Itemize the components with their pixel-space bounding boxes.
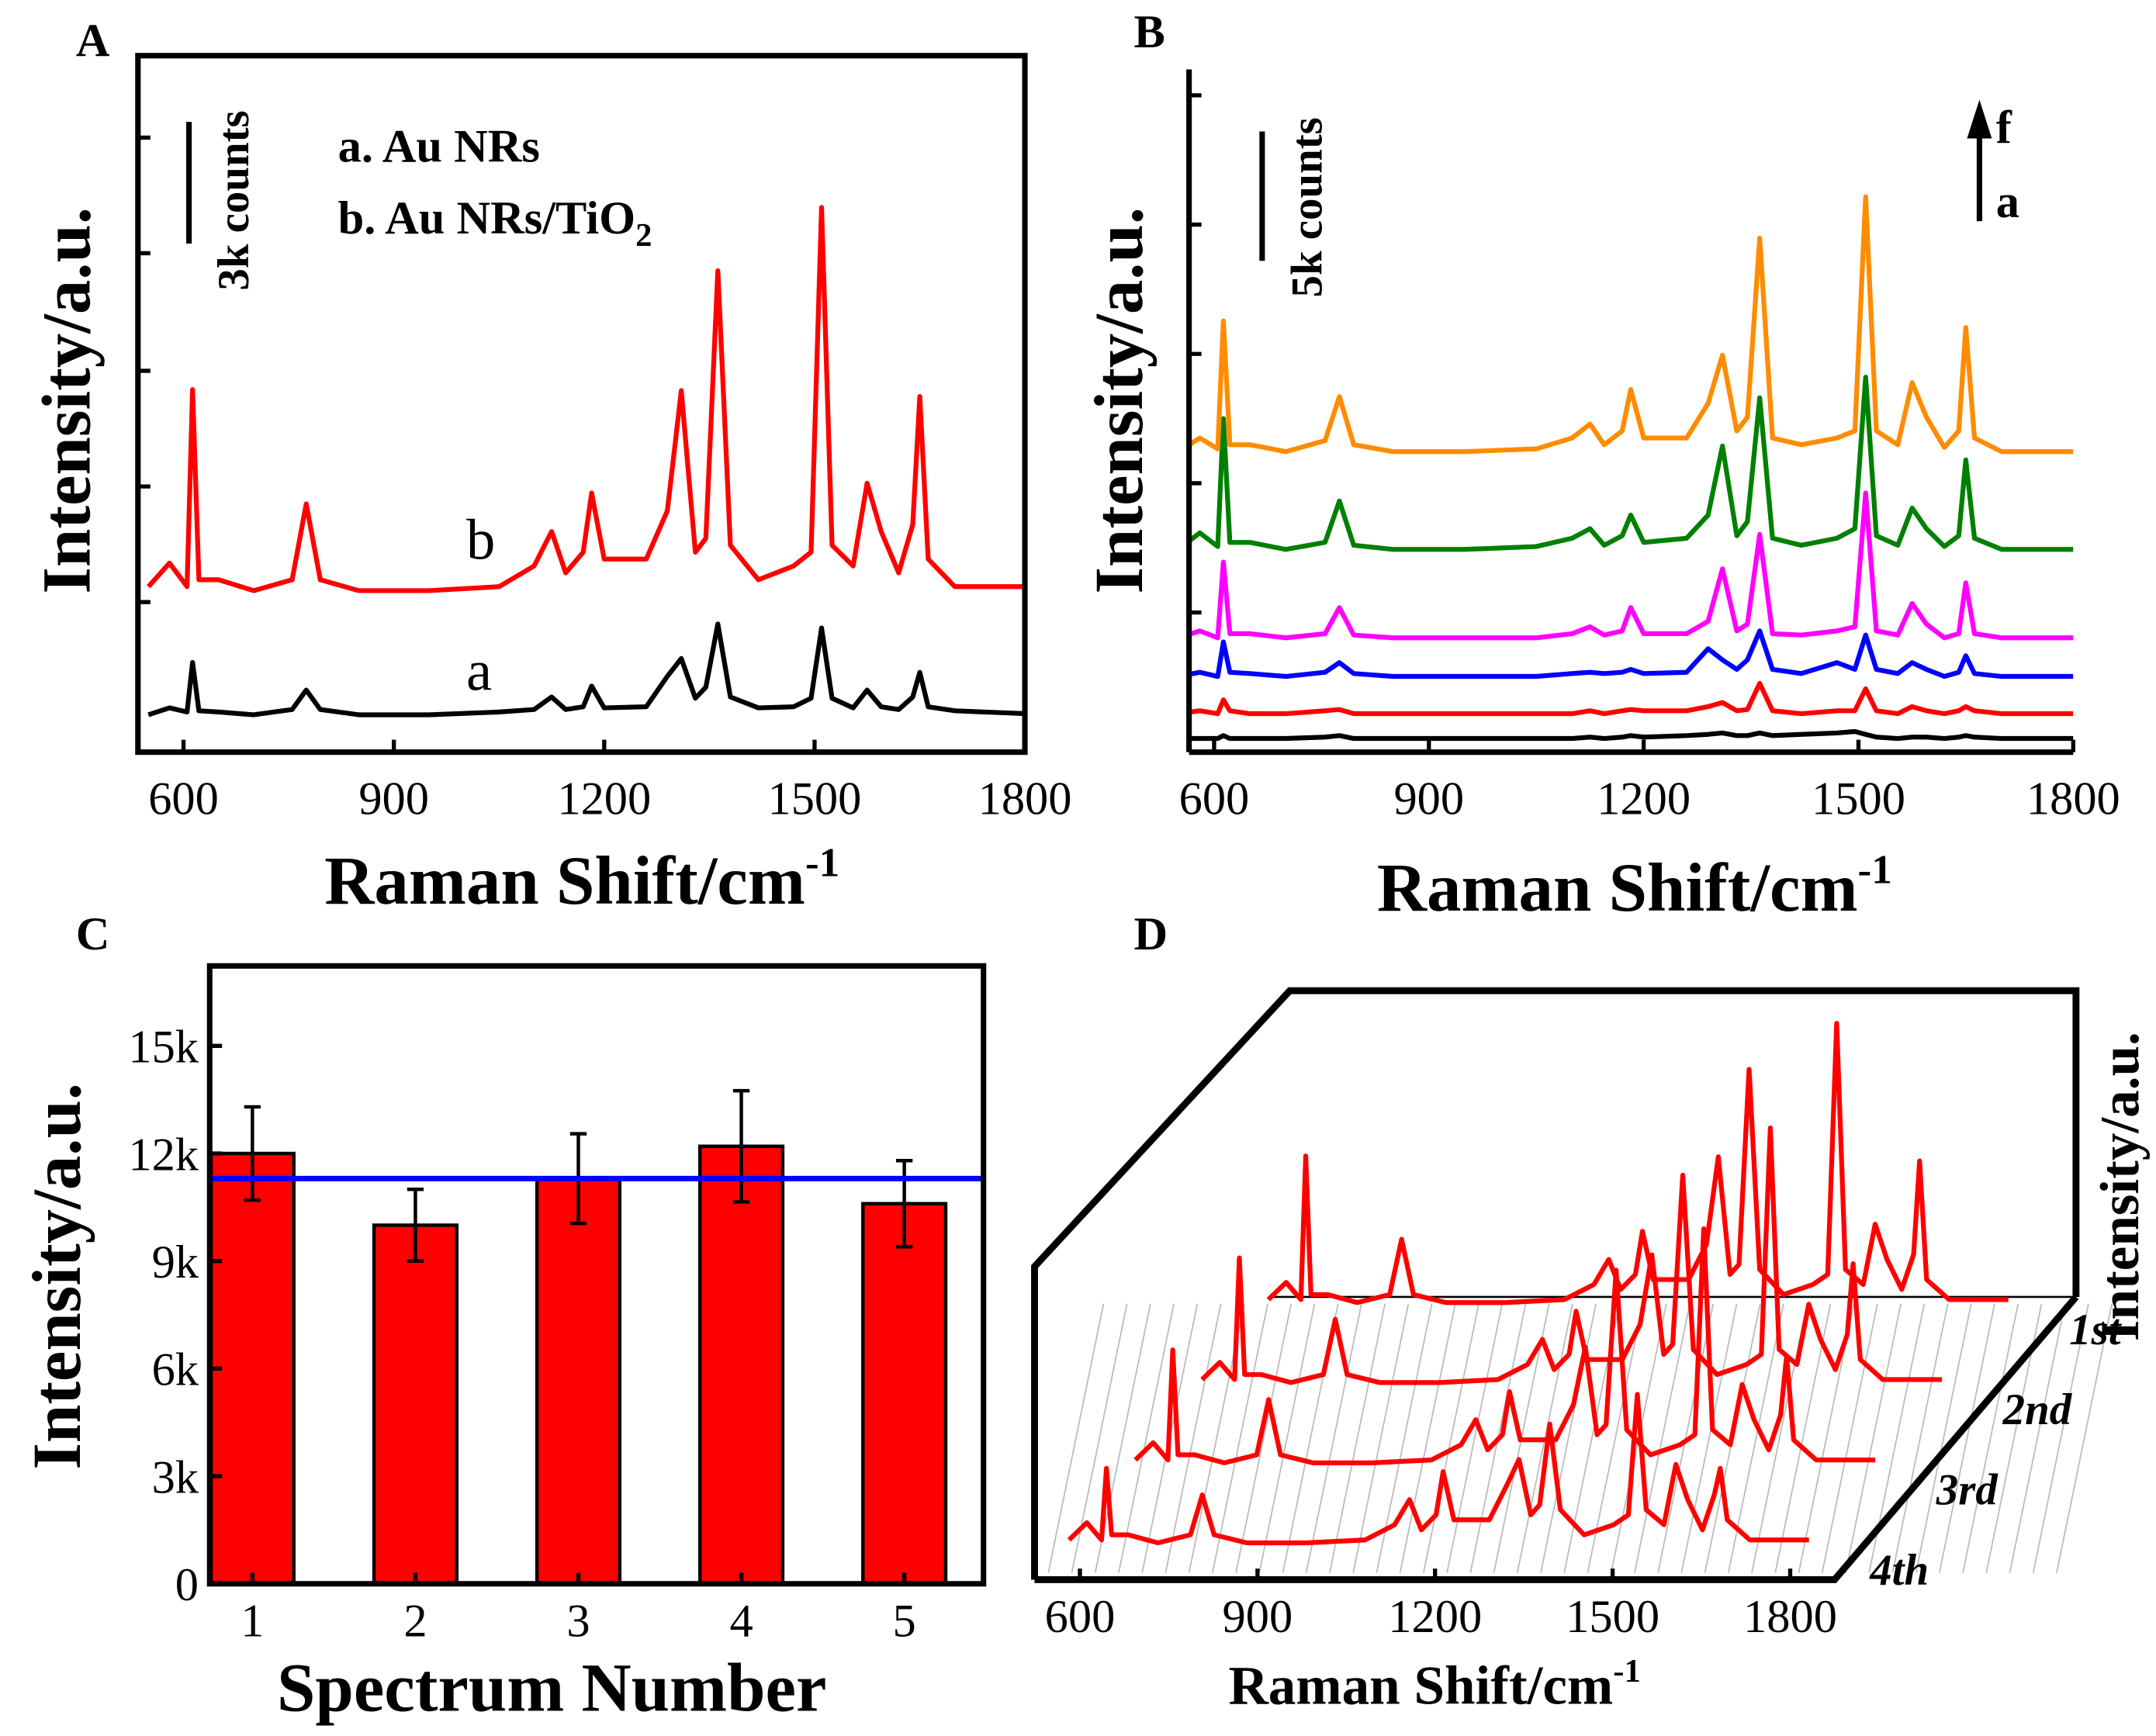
x-tick-label: 4 [729,1595,753,1647]
x-tick-label: 1800 [1743,1591,1837,1643]
x-tick-label: 1800 [978,773,1072,825]
x-tick-label: 600 [1045,1591,1116,1643]
hatch-line [1211,1303,1268,1573]
spectrum-line [1189,728,2074,742]
floor-front-edge [1034,1295,2079,1583]
x-tick-label: 900 [358,773,429,825]
y-tick-label: 15k [128,1022,199,1074]
x-tick-label: 5 [893,1595,916,1647]
hatch-line [2056,1303,2113,1573]
bar [861,1202,948,1586]
hatch-line [1634,1303,1691,1573]
arrow-label: a [1996,176,2019,228]
hatch-line [1399,1303,1456,1573]
spectrum-line [1200,1125,1943,1385]
bar [372,1223,459,1586]
axes-frame [135,53,1028,756]
bar [698,1144,785,1586]
hatch-line [1845,1303,1902,1573]
spectrum-line [1133,1226,1876,1465]
x-tick-label: 900 [1223,1591,1293,1643]
spectrum-line [1067,1392,1809,1546]
y-axis-label: Intensity/a.u. [1081,207,1158,594]
bar [209,1151,296,1586]
hatch-line [1118,1303,1175,1573]
panel-label: A [76,15,110,67]
x-tick-label: 1200 [557,773,651,825]
y-tick-label: 9k [152,1236,199,1288]
hatch-line [1235,1303,1293,1573]
annotation: b. Au NRs/TiO2 [338,192,652,254]
curve-label: b [466,508,495,572]
spectrum-line [1189,680,2074,717]
hatch-line [1329,1303,1386,1573]
hatch-line [1891,1303,1949,1573]
x-tick-label: 3 [566,1595,590,1647]
y-axis-label: Intensity/a.u. [19,1083,95,1470]
x-tick-label: 900 [1393,773,1464,825]
spectrum-line [146,205,1026,593]
hatch-line [1962,1303,2019,1573]
series-label: 4th [1869,1546,1929,1595]
hatch-line [1680,1303,1738,1573]
axes-frame [206,963,987,1587]
spectrum-line [1189,628,2074,680]
x-tick-label: 1500 [767,773,861,825]
x-axis-label: Raman Shift/cm-1 [1377,846,1892,927]
y-tick-label: 12k [128,1129,199,1181]
x-tick-label: 1500 [1566,1591,1659,1643]
spectrum-line [147,621,1026,718]
series-label: 2nd [2002,1385,2073,1434]
arrow-label: f [1996,102,2012,154]
scale-bar-label: 5k counts [1282,117,1331,297]
panel-label: C [76,908,110,960]
scale-bar-label: 3k counts [209,110,258,290]
hatch-line [2032,1303,2089,1573]
spectrum-line [1266,1021,2009,1305]
arrow-head [1967,99,1992,139]
panel-label: D [1134,908,1168,960]
hatch-line [1938,1303,1995,1573]
y-tick-label: 0 [175,1559,199,1611]
hatch-line [1915,1303,1972,1573]
curve-label: a [466,639,492,704]
hatch-line [2009,1303,2066,1573]
hatch-line [1423,1303,1479,1573]
x-tick-label: 1200 [1388,1591,1482,1643]
panel-label: B [1134,6,1165,58]
spectrum-line [1189,375,2074,552]
hatch-line [1774,1303,1832,1573]
box-frame [1031,987,2080,1580]
x-tick-label: 1200 [1597,773,1691,825]
hatch-line [1352,1303,1410,1573]
x-tick-label: 600 [148,773,219,825]
hatch-line [1258,1303,1316,1573]
series-label: 3rd [1936,1466,1999,1515]
y-tick-label: 3k [152,1451,199,1503]
x-tick-label: 600 [1179,773,1250,825]
x-axis-label: Raman Shift/cm-1 [1228,1653,1640,1716]
annotation: a. Au NRs [338,121,540,173]
x-tick-label: 1800 [2026,773,2120,825]
hatch-line [1446,1303,1504,1573]
x-tick-label: 1500 [1812,773,1905,825]
hatch-line [1305,1303,1362,1573]
y-tick-label: 6k [152,1344,199,1396]
x-tick-label: 2 [403,1595,427,1647]
bar [535,1177,622,1586]
spectrum-line [1189,194,2074,455]
series-label: 1st [2069,1305,2123,1354]
y-axis-label: Intensity/a.u. [29,207,106,594]
hatch-line [1047,1303,1105,1573]
x-axis-label: Raman Shift/cm-1 [324,839,839,920]
x-tick-label: 1 [241,1595,264,1647]
spectrum-line [1189,490,2074,641]
hatch-line [1165,1303,1222,1573]
z-axis-label: Intensity/a.u. [2090,1032,2151,1341]
hatch-line [1821,1303,1878,1573]
x-axis-label: Spectrum Number [277,1650,826,1726]
